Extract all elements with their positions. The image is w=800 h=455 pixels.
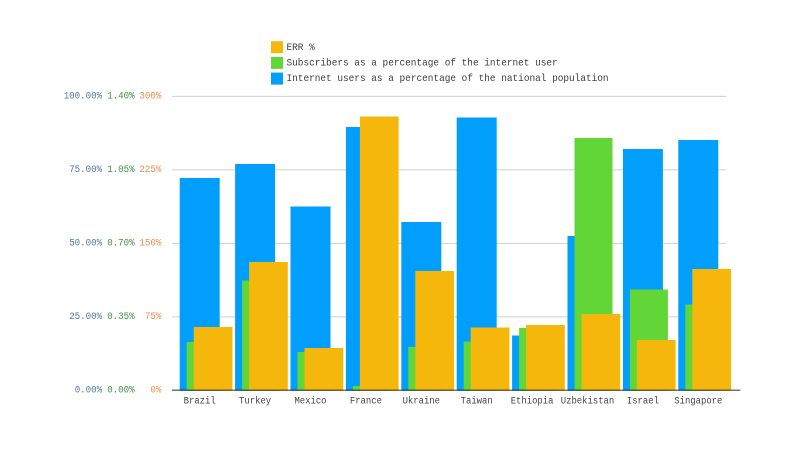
svg-text:50.00%: 50.00% [69, 239, 102, 250]
svg-text:Singapore: Singapore [674, 395, 722, 407]
svg-text:Israel: Israel [627, 395, 659, 407]
svg-text:Ukraine: Ukraine [403, 395, 440, 407]
svg-text:0.00%: 0.00% [75, 386, 103, 397]
svg-text:100.00%: 100.00% [64, 92, 103, 103]
svg-text:ERR %: ERR % [287, 42, 316, 54]
svg-text:0.70%: 0.70% [107, 239, 135, 250]
svg-text:Internet users as a percentage: Internet users as a percentage of the na… [287, 73, 609, 85]
svg-text:Subscribers as a percentage of: Subscribers as a percentage of the inter… [287, 58, 558, 70]
svg-text:Uzbekistan: Uzbekistan [561, 395, 615, 407]
svg-text:Brazil: Brazil [184, 395, 216, 407]
svg-text:1.05%: 1.05% [107, 165, 135, 176]
svg-text:Taiwan: Taiwan [461, 395, 493, 407]
svg-text:225%: 225% [139, 165, 161, 176]
svg-text:Mexico: Mexico [294, 395, 326, 407]
svg-text:25.00%: 25.00% [69, 312, 102, 323]
svg-text:0.00%: 0.00% [107, 386, 135, 397]
svg-text:0%: 0% [150, 386, 161, 397]
svg-text:300%: 300% [139, 92, 161, 103]
svg-text:75.00%: 75.00% [69, 165, 102, 176]
svg-text:Ethiopia: Ethiopia [511, 395, 554, 407]
svg-text:France: France [350, 396, 382, 407]
svg-text:0.35%: 0.35% [107, 312, 135, 323]
svg-text:75%: 75% [145, 312, 162, 323]
svg-text:1.40%: 1.40% [107, 92, 135, 103]
svg-text:150%: 150% [139, 239, 161, 250]
svg-text:Turkey: Turkey [239, 395, 271, 407]
